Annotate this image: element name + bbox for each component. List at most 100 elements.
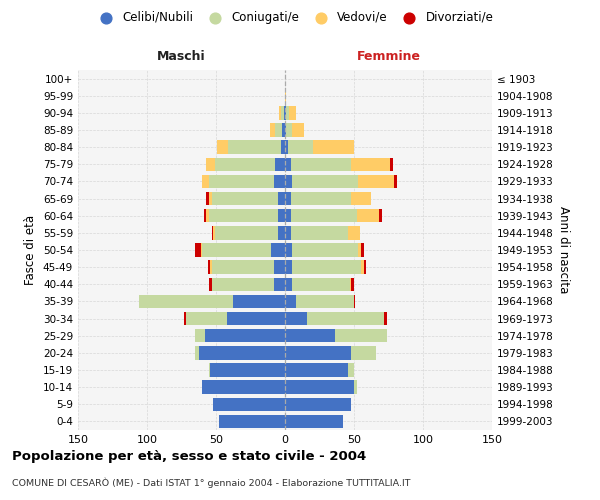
Bar <box>203 209 206 222</box>
Bar <box>285 380 354 394</box>
Bar <box>285 278 292 291</box>
Bar <box>278 226 285 239</box>
Bar <box>139 294 233 308</box>
Bar <box>289 106 296 120</box>
Bar <box>280 106 281 120</box>
Bar <box>285 209 290 222</box>
Legend: Celibi/Nubili, Coniugati/e, Vedovi/e, Divorziati/e: Celibi/Nubili, Coniugati/e, Vedovi/e, Di… <box>90 6 498 28</box>
Bar <box>351 346 376 360</box>
Bar <box>313 140 354 154</box>
Text: COMUNE DI CESARÒ (ME) - Dati ISTAT 1° gennaio 2004 - Elaborazione TUTTITALIA.IT: COMUNE DI CESARÒ (ME) - Dati ISTAT 1° ge… <box>12 478 410 488</box>
Bar <box>282 124 285 136</box>
Bar <box>219 414 285 428</box>
Bar <box>209 174 274 188</box>
Bar <box>284 106 285 120</box>
Bar <box>285 312 307 326</box>
Bar <box>211 260 212 274</box>
Bar <box>211 364 285 376</box>
Bar <box>215 158 275 171</box>
Bar <box>275 158 285 171</box>
Bar <box>233 294 285 308</box>
Bar <box>285 398 351 411</box>
Text: Popolazione per età, sesso e stato civile - 2004: Popolazione per età, sesso e stato civil… <box>12 450 366 463</box>
Bar <box>394 174 397 188</box>
Bar <box>212 226 213 239</box>
Bar <box>275 124 282 136</box>
Bar <box>215 226 278 239</box>
Bar <box>201 244 202 256</box>
Bar <box>227 312 285 326</box>
Bar <box>209 209 278 222</box>
Bar <box>350 278 351 291</box>
Bar <box>285 226 290 239</box>
Bar <box>292 174 358 188</box>
Bar <box>361 260 364 274</box>
Bar <box>278 192 285 205</box>
Bar <box>354 380 357 394</box>
Text: Maschi: Maschi <box>157 50 206 63</box>
Text: Femmine: Femmine <box>356 50 421 63</box>
Bar <box>184 312 185 326</box>
Bar <box>357 209 379 222</box>
Bar <box>351 278 354 291</box>
Bar <box>286 124 292 136</box>
Bar <box>209 278 212 291</box>
Bar <box>202 244 271 256</box>
Bar <box>274 174 285 188</box>
Bar <box>364 260 367 274</box>
Bar <box>390 158 392 171</box>
Bar <box>208 260 211 274</box>
Bar <box>385 312 387 326</box>
Bar <box>285 364 349 376</box>
Bar <box>292 124 304 136</box>
Bar <box>358 174 394 188</box>
Bar <box>285 124 286 136</box>
Bar <box>285 260 292 274</box>
Bar <box>212 278 274 291</box>
Bar <box>285 192 290 205</box>
Bar <box>290 192 351 205</box>
Bar <box>199 346 285 360</box>
Bar <box>209 192 212 205</box>
Bar <box>290 226 349 239</box>
Y-axis label: Fasce di età: Fasce di età <box>25 215 37 285</box>
Y-axis label: Anni di nascita: Anni di nascita <box>557 206 570 294</box>
Bar <box>285 89 286 102</box>
Bar <box>296 294 354 308</box>
Bar <box>212 260 274 274</box>
Bar <box>285 106 286 120</box>
Bar <box>206 192 209 205</box>
Bar <box>285 414 343 428</box>
Bar <box>185 312 227 326</box>
Bar <box>285 244 292 256</box>
Bar <box>281 140 285 154</box>
Bar <box>285 346 351 360</box>
Bar <box>286 106 289 120</box>
Bar <box>202 174 209 188</box>
Bar <box>361 244 364 256</box>
Bar <box>358 244 361 256</box>
Bar <box>292 260 361 274</box>
Bar <box>351 192 371 205</box>
Bar <box>278 209 285 222</box>
Bar <box>285 158 290 171</box>
Bar <box>206 158 215 171</box>
Bar <box>285 174 292 188</box>
Bar <box>351 158 390 171</box>
Bar <box>274 278 285 291</box>
Bar <box>271 244 285 256</box>
Bar <box>196 329 205 342</box>
Bar <box>285 294 296 308</box>
Bar <box>292 278 350 291</box>
Bar <box>196 346 199 360</box>
Bar <box>209 364 211 376</box>
Bar <box>379 209 382 222</box>
Bar <box>205 329 285 342</box>
Bar <box>290 209 357 222</box>
Bar <box>354 294 355 308</box>
Bar <box>349 226 359 239</box>
Bar <box>274 260 285 274</box>
Bar <box>213 398 285 411</box>
Bar <box>212 192 278 205</box>
Bar <box>288 140 313 154</box>
